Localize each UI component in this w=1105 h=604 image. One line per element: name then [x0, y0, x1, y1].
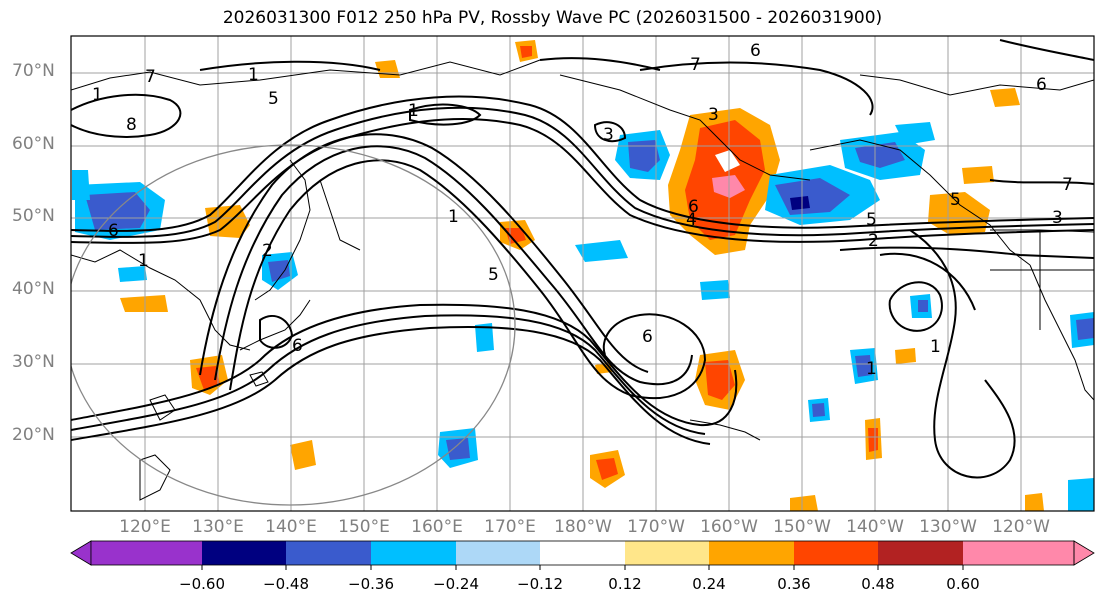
contour-label: 6: [108, 221, 119, 241]
map-frame: [70, 35, 1095, 512]
lon-label: 120°E: [119, 517, 171, 537]
contour-label: 6: [750, 41, 761, 61]
contour-labels: 7 1 5 1 8 7 6 1 3 6 2 1 6 1 5 3 5 6 6 4 …: [92, 41, 1073, 379]
colorbar-tick-label: 0.60: [946, 575, 980, 593]
contour-label: 1: [248, 65, 259, 85]
radius-circle: [71, 144, 516, 506]
colorbar-segment: [371, 541, 456, 565]
map-title: 2026031300 F012 250 hPa PV, Rossby Wave …: [222, 8, 883, 28]
lon-label: 140°W: [846, 517, 904, 537]
contour-label: 1: [138, 251, 149, 271]
colorbar-segment: [286, 541, 371, 565]
colorbar-tick-label: −0.12: [517, 575, 563, 593]
colorbar-tick-label: −0.60: [179, 575, 225, 593]
colorbar-segment: [794, 541, 878, 565]
lon-label: 140°E: [265, 517, 317, 537]
lon-label: 150°E: [338, 517, 390, 537]
lon-label: 120°W: [992, 517, 1050, 537]
colorbar-segment: [456, 541, 540, 565]
lat-label: 70°N: [12, 61, 55, 81]
lat-label: 30°N: [12, 352, 55, 372]
lon-label: 170°E: [484, 517, 536, 537]
contour-label: 2: [868, 231, 879, 251]
lon-label: 150°W: [773, 517, 831, 537]
colorbar-segment: [91, 541, 202, 565]
contour-label: 1: [866, 359, 877, 379]
colorbar-segment: [202, 541, 286, 565]
contour-label: 1: [92, 85, 103, 105]
colorbar-tick-label: −0.36: [348, 575, 394, 593]
colorbar-segment: [878, 541, 963, 565]
contour-label: 5: [488, 265, 499, 285]
graticule: [71, 36, 1094, 511]
colorbar-outline: [90, 540, 1075, 566]
colorbar-tick-label: −0.48: [263, 575, 309, 593]
contour-label: 4: [686, 210, 697, 230]
contour-label: 1: [448, 207, 459, 227]
lon-label: 130°E: [192, 517, 244, 537]
contour-label: 3: [603, 125, 614, 145]
lon-label: 160°E: [411, 517, 463, 537]
colorbar: [70, 540, 1095, 570]
lat-label: 40°N: [12, 279, 55, 299]
contour-label: 5: [866, 210, 877, 230]
contour-label: 5: [950, 190, 961, 210]
lon-label: 170°W: [627, 517, 685, 537]
lon-label: 130°W: [919, 517, 977, 537]
colorbar-tick-label: 0.36: [777, 575, 811, 593]
colorbar-low-extend: [70, 540, 92, 566]
colorbar-tick-label: 0.48: [861, 575, 895, 593]
lon-label: 180°W: [554, 517, 612, 537]
negative-anomaly-shading: [72, 122, 1094, 511]
lat-label: 60°N: [12, 134, 55, 154]
colorbar-tick-label: −0.24: [433, 575, 479, 593]
contour-label: 6: [688, 197, 699, 217]
colorbar-tick-label: 0.12: [608, 575, 642, 593]
contour-label: 8: [126, 115, 137, 135]
colorbar-high-extend: [1073, 540, 1095, 566]
contour-label: 3: [1052, 208, 1063, 228]
lat-label: 20°N: [12, 425, 55, 445]
colorbar-segment: [540, 541, 625, 565]
contour-label: 6: [642, 327, 653, 347]
contour-label: 1: [408, 101, 419, 121]
contour-label: 7: [1062, 175, 1073, 195]
contour-label: 6: [1036, 75, 1047, 95]
contour-label: 2: [262, 241, 273, 261]
contour-label: 1: [930, 337, 941, 357]
colorbar-tick-label: 0.24: [692, 575, 726, 593]
pv-contours: [71, 39, 1094, 479]
contour-label: 3: [708, 105, 719, 125]
lon-label: 160°W: [700, 517, 758, 537]
contour-label: 7: [145, 67, 156, 87]
colorbar-segment: [963, 541, 1074, 565]
colorbar-segment: [709, 541, 794, 565]
coastlines: [71, 59, 1094, 501]
contour-label: 6: [292, 336, 303, 356]
lat-label: 50°N: [12, 206, 55, 226]
contour-label: 7: [690, 55, 701, 75]
contour-label: 5: [268, 89, 279, 109]
colorbar-segment: [625, 541, 709, 565]
